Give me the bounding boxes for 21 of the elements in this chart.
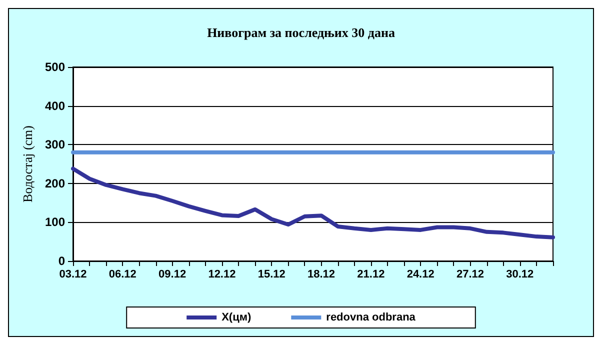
x-tick-label: 30.12 bbox=[506, 268, 534, 280]
legend-label: X(цм) bbox=[222, 312, 252, 324]
y-tick-label: 500 bbox=[44, 60, 66, 74]
legend-label: redovna odbrana bbox=[326, 312, 416, 324]
x-tick-label: 03.12 bbox=[59, 268, 87, 280]
x-tick-label: 09.12 bbox=[158, 268, 186, 280]
y-tick-label: 0 bbox=[58, 254, 66, 268]
y-tick-label: 100 bbox=[44, 215, 66, 230]
x-tick-label: 21.12 bbox=[357, 268, 385, 280]
line-series bbox=[71, 166, 555, 240]
x-tick-label: 27.12 bbox=[456, 268, 484, 280]
y-tick-label: 400 bbox=[44, 98, 66, 113]
y-tick-label: 300 bbox=[44, 138, 66, 152]
x-tick-label: 12.12 bbox=[208, 268, 236, 280]
x-tick-label: 24.12 bbox=[406, 268, 434, 280]
x-tick-label: 15.12 bbox=[258, 268, 286, 280]
y-axis-title: Водостај (cm) bbox=[20, 125, 36, 203]
x-tick-label: 18.12 bbox=[308, 268, 336, 280]
y-tick-label: 200 bbox=[44, 176, 66, 190]
chart-title: Нивограм за последњих 30 дана bbox=[207, 25, 396, 40]
x-tick-label: 06.12 bbox=[108, 268, 136, 280]
